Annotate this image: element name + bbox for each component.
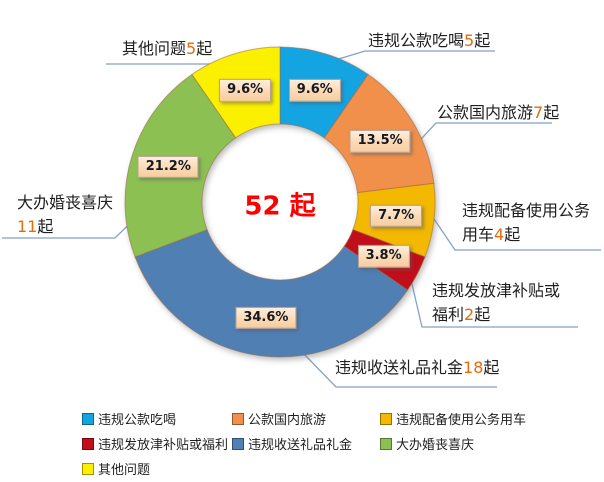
legend-swatch [232,437,244,450]
legend-swatch [82,412,94,425]
legend-item: 违规配备使用公务用车 [380,406,526,431]
legend-item: 大办婚丧喜庆 [380,431,526,456]
legend-swatch [380,437,392,450]
donut-slices [124,46,436,358]
legend-label: 大办婚丧喜庆 [396,438,475,453]
donut-slice [134,229,409,358]
legend-swatch [82,437,94,450]
legend-item: 违规公款吃喝 [82,406,232,431]
legend-label: 违规公款吃喝 [98,413,177,428]
leader-line [427,209,601,251]
legend-label: 公款国内旅游 [248,413,327,428]
legend-swatch [380,412,392,425]
leader-line [408,270,578,328]
legend-label: 违规收送礼品礼金 [248,438,353,453]
leader-line [301,351,497,388]
legend-label: 违规配备使用公务用车 [396,413,527,428]
legend-item: 违规发放津补贴或福利 [82,431,232,456]
chart-legend: 违规公款吃喝 公款国内旅游 违规配备使用公务用车违规发放津补贴或福利 违规收送礼品礼金… [82,406,526,481]
legend-item: 违规收送礼品礼金 [232,431,380,456]
legend-label: 其他问题 [98,463,151,478]
legend-swatch [82,462,94,475]
legend-item: 其他问题 [82,456,232,481]
legend-label: 违规发放津补贴或福利 [98,438,229,453]
legend-swatch [232,412,244,425]
legend-item: 公款国内旅游 [232,406,380,431]
leader-line [409,122,552,152]
